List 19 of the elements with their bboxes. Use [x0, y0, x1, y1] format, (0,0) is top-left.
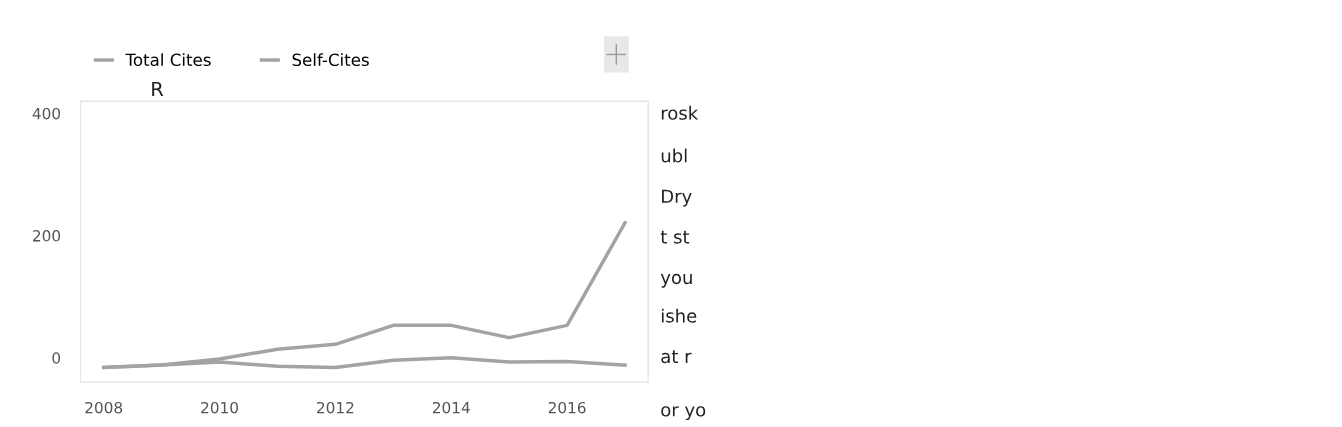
- legend-label: Total Cites: [125, 53, 211, 67]
- x-tick-label: 2010: [201, 401, 238, 414]
- x-tick-label: 2014: [432, 401, 470, 414]
- x-tick-label: 2012: [317, 401, 354, 414]
- text: you: [660, 273, 692, 288]
- text: R: [152, 81, 164, 97]
- text: at r: [661, 350, 692, 364]
- x-tick-label: 2016: [548, 401, 586, 414]
- x-tick-label: 2008: [85, 401, 123, 414]
- text: ishe: [661, 308, 697, 323]
- y-tick-label: 200: [33, 230, 61, 242]
- text: Dry: [662, 189, 692, 207]
- text: ubl: [661, 148, 687, 163]
- legend-label: Self-Cites: [292, 53, 369, 67]
- text: t st: [660, 230, 690, 244]
- y-tick-label: 400: [32, 107, 61, 120]
- text: rosk: [661, 105, 699, 120]
- text: or yo: [661, 406, 706, 421]
- y-tick-label: 0: [52, 352, 61, 364]
